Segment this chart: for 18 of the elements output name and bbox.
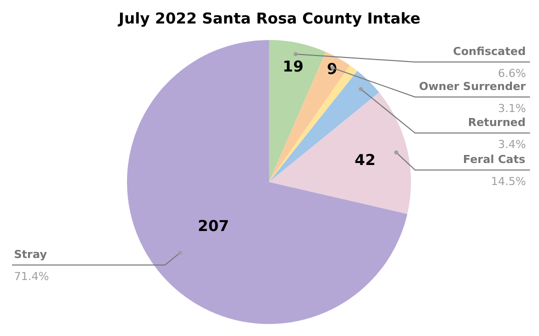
slice-label: Feral Cats — [463, 153, 526, 166]
text: 71.4% — [14, 270, 49, 283]
pie-slice — [269, 92, 411, 214]
data-label: 19 — [282, 58, 304, 76]
chart-title: July 2022 Santa Rosa County Intake — [118, 9, 420, 28]
pie-slice — [127, 40, 408, 324]
slice-label: Stray — [14, 248, 47, 261]
text: 3.1% — [498, 102, 526, 115]
slice-label: Confiscated — [453, 45, 526, 58]
pie-slice — [269, 40, 326, 182]
data-label: 42 — [354, 150, 376, 169]
text: 6.6% — [498, 67, 526, 80]
text: 14.5% — [491, 175, 526, 188]
text: 3.4% — [498, 138, 526, 151]
data-label: 207 — [198, 217, 230, 236]
pie-slice — [269, 52, 350, 182]
slice-label: Owner Surrender — [419, 80, 526, 93]
slice-label: Returned — [468, 116, 526, 129]
